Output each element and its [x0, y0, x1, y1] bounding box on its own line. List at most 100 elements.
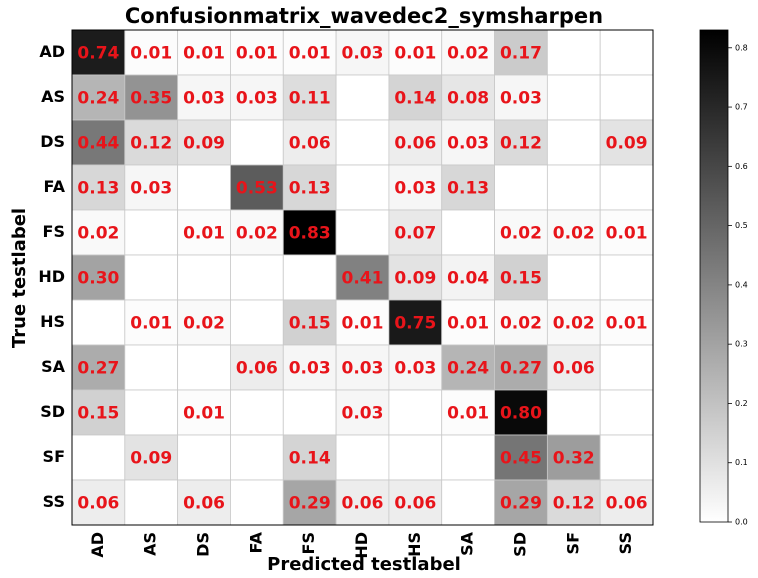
- cell: [230, 344, 284, 391]
- y-tick-label: SD: [40, 402, 65, 421]
- cell-label: 0.01: [130, 314, 172, 334]
- y-tick-label: AD: [39, 42, 65, 61]
- empty-cell: [230, 119, 284, 166]
- cell: [335, 29, 390, 76]
- cell-label: 0.09: [183, 134, 225, 154]
- cell-label: 0.02: [500, 224, 542, 244]
- empty-cell: [388, 389, 443, 436]
- cell-label: 0.30: [77, 269, 119, 289]
- y-axis-title: True testlabel: [9, 208, 30, 348]
- cell: [599, 299, 654, 346]
- cell-label: 0.03: [183, 89, 225, 109]
- cell-label: 0.24: [447, 359, 489, 379]
- cell-label: 0.13: [77, 179, 119, 199]
- cell: [599, 209, 654, 256]
- x-tick-label: DS: [194, 532, 213, 557]
- cell: [230, 209, 284, 256]
- cell: [494, 299, 548, 346]
- empty-cell: [599, 389, 654, 436]
- colorbar-tick-label: 0.2: [735, 399, 748, 408]
- cell-label: 0.41: [342, 269, 384, 289]
- empty-cell: [599, 434, 654, 481]
- cell-label: 0.15: [289, 314, 331, 334]
- empty-cell: [335, 74, 390, 121]
- cell-label: 0.09: [130, 449, 172, 469]
- cell-label: 0.27: [500, 359, 542, 379]
- cell: [388, 209, 443, 256]
- empty-cell: [546, 119, 601, 166]
- cell: [441, 389, 495, 436]
- empty-cell: [177, 344, 231, 391]
- empty-cell: [599, 29, 654, 76]
- cell-label: 0.01: [447, 314, 489, 334]
- cell: [282, 74, 337, 121]
- cell: [599, 119, 654, 166]
- cell-label: 0.29: [500, 494, 542, 514]
- cell: [388, 344, 443, 391]
- cell: [71, 209, 126, 256]
- cell: [177, 389, 231, 436]
- cell-label: 0.02: [447, 44, 489, 64]
- cell-label: 0.01: [183, 224, 225, 244]
- cell: [177, 74, 231, 121]
- cell-label: 0.06: [606, 494, 648, 514]
- cell-label: 0.03: [394, 179, 436, 199]
- cell: [388, 74, 443, 121]
- cell-label: 0.03: [130, 179, 172, 199]
- cell: [388, 479, 443, 526]
- x-tick-label: AD: [88, 532, 107, 558]
- cell-label: 0.27: [77, 359, 119, 379]
- cell: [124, 74, 179, 121]
- plot-frame: [71, 29, 654, 526]
- x-tick-label: SF: [563, 532, 582, 554]
- cell: [71, 389, 126, 436]
- cell-label: 0.01: [606, 314, 648, 334]
- cell-label: 0.15: [500, 269, 542, 289]
- cell-label: 0.32: [553, 449, 595, 469]
- cell: [441, 344, 495, 391]
- cell-label: 0.03: [289, 359, 331, 379]
- empty-cell: [177, 164, 231, 211]
- empty-cell: [282, 254, 337, 301]
- x-tick-label: SD: [510, 532, 529, 557]
- cell: [177, 299, 231, 346]
- cell-label: 0.45: [500, 449, 542, 469]
- empty-cell: [441, 209, 495, 256]
- cell: [282, 344, 337, 391]
- cell-label: 0.12: [500, 134, 542, 154]
- y-tick-label: SF: [43, 447, 65, 466]
- cell-label: 0.74: [77, 44, 119, 64]
- cell-label: 0.53: [236, 179, 278, 199]
- cell-label: 0.03: [447, 134, 489, 154]
- y-tick-label: HD: [38, 267, 65, 286]
- cell-label: 0.09: [606, 134, 648, 154]
- empty-cell: [599, 74, 654, 121]
- cell-label: 0.09: [394, 269, 436, 289]
- cell-label: 0.03: [342, 404, 384, 424]
- cell-label: 0.01: [183, 404, 225, 424]
- cell-label: 0.01: [183, 44, 225, 64]
- empty-cell: [599, 254, 654, 301]
- x-tick-label: FS: [299, 532, 318, 554]
- y-tick-label: SS: [43, 492, 65, 511]
- cell-label: 0.01: [606, 224, 648, 244]
- cell: [441, 164, 495, 211]
- empty-cell: [71, 299, 126, 346]
- cell-label: 0.01: [130, 44, 172, 64]
- y-tick-label: FS: [43, 222, 65, 241]
- empty-cell: [546, 389, 601, 436]
- colorbar-tick-label: 0.8: [735, 43, 748, 52]
- cell-label: 0.17: [500, 44, 542, 64]
- empty-cell: [71, 434, 126, 481]
- empty-cell: [230, 389, 284, 436]
- cell: [124, 164, 179, 211]
- cell-label: 0.06: [236, 359, 278, 379]
- cell: [441, 299, 495, 346]
- colorbar: [699, 29, 729, 523]
- empty-cell: [441, 479, 495, 526]
- empty-cell: [546, 164, 601, 211]
- cell: [494, 434, 548, 481]
- cell: [282, 164, 337, 211]
- cell-label: 0.14: [394, 89, 436, 109]
